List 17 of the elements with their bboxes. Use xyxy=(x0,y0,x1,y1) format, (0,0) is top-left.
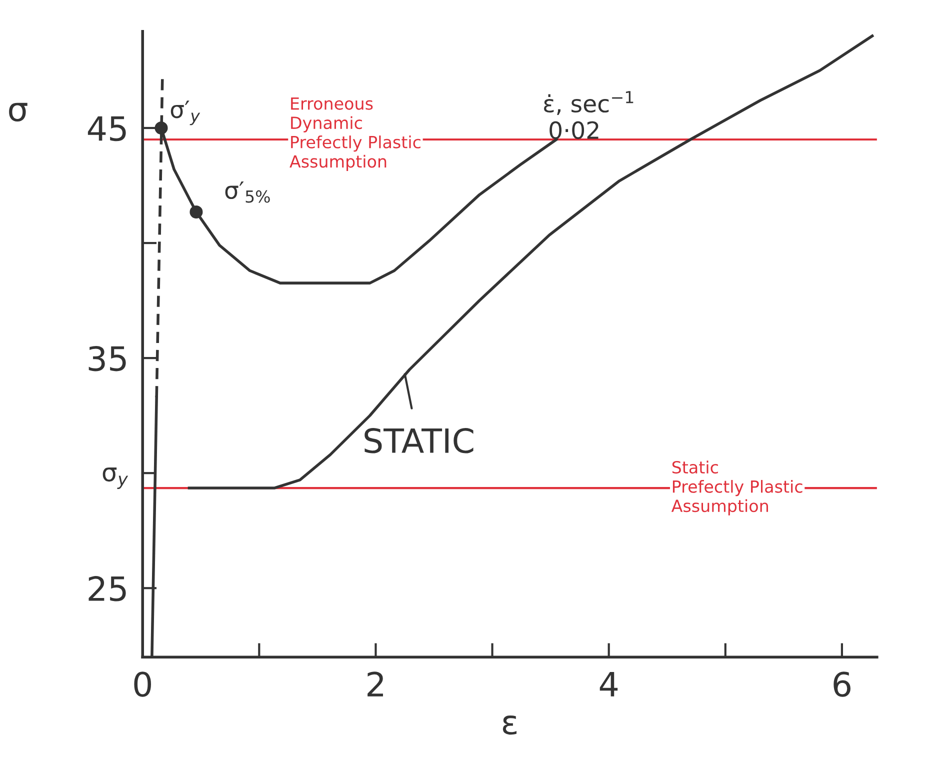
annotation: 0·02 xyxy=(550,121,598,140)
y-axis-title: σ xyxy=(9,102,28,122)
annotation: σ′$_{5%}$ xyxy=(225,181,270,203)
x-tick-label: 6 xyxy=(834,672,850,697)
x-tick-label: 4 xyxy=(600,672,618,696)
ref-line-label: Erroneous Dynamic Prefectly Plastic Assumption xyxy=(290,97,420,171)
y-tick-label: σ$_{y}$ xyxy=(102,468,128,489)
y-tick-label: 35 xyxy=(88,346,126,372)
annotation: STATIC xyxy=(364,428,474,454)
annotation: σ′$_{y}$ xyxy=(170,100,200,126)
x-tick-label: 0 xyxy=(134,672,151,697)
y-tick-label: 25 xyxy=(88,576,126,602)
y-tick-label: 45 xyxy=(88,116,126,142)
ref-line-label: Static Prefectly Plastic Assumption xyxy=(671,460,802,516)
annotation: ε̇, sec$^{−1}$ xyxy=(544,91,634,115)
x-axis-title: ε xyxy=(502,715,517,735)
x-tick-label: 2 xyxy=(368,672,383,696)
